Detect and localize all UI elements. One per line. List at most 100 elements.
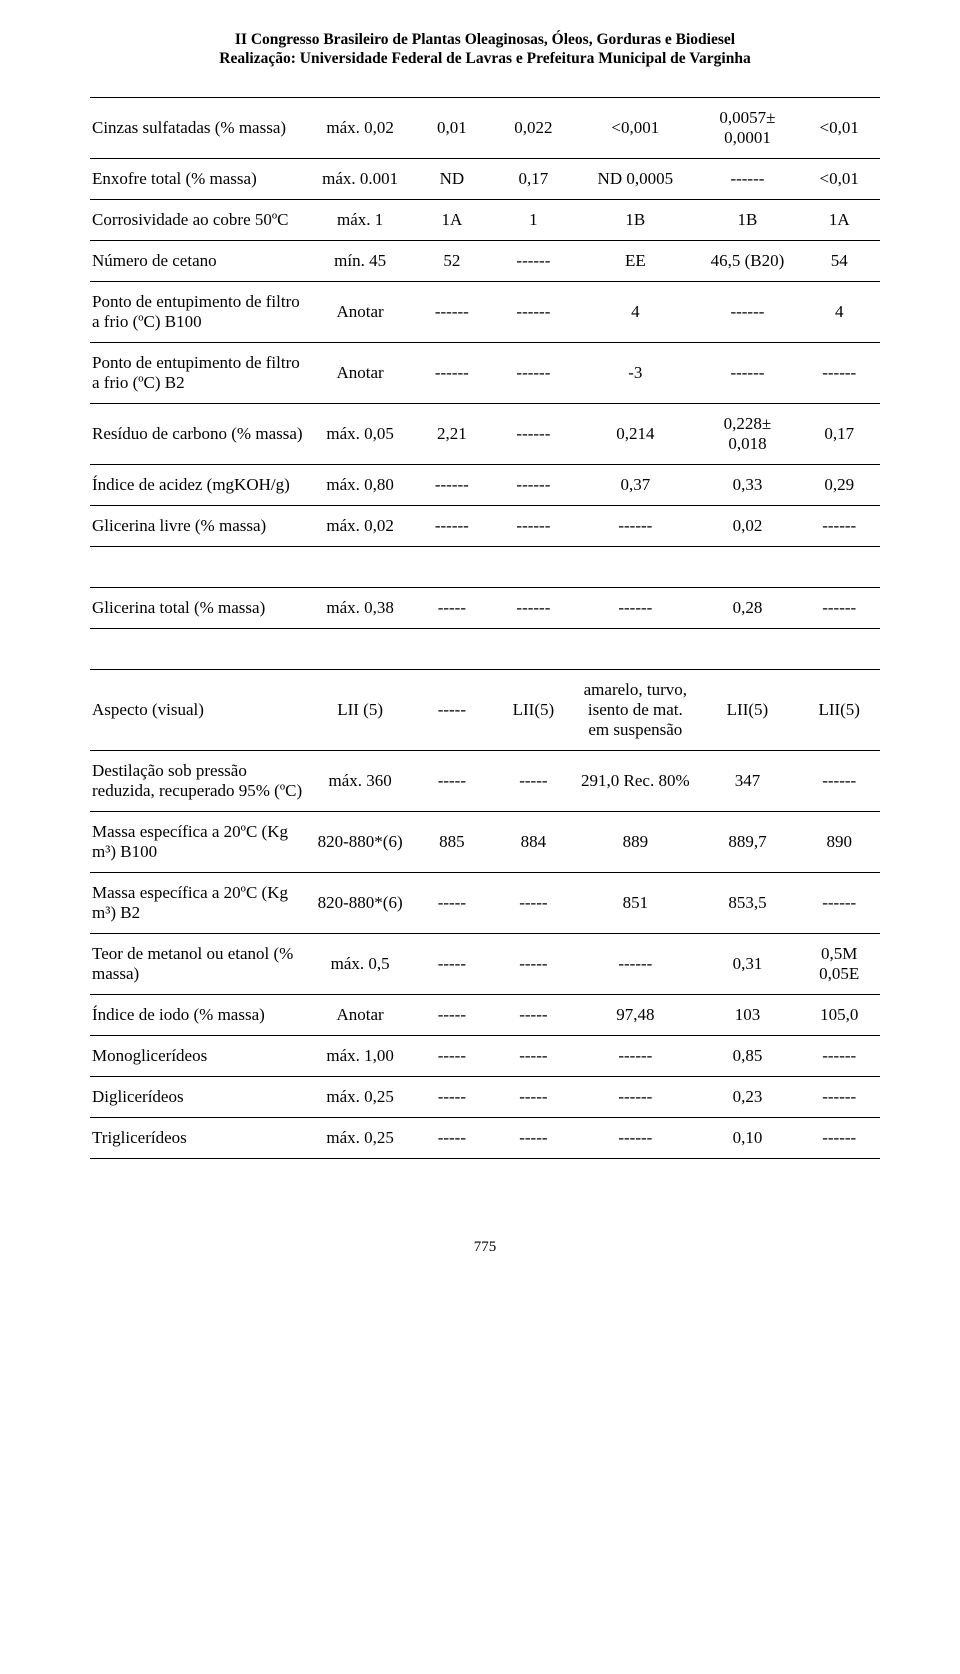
cell: 885 [411, 811, 493, 872]
cell: 0,17 [493, 158, 575, 199]
cell: 97,48 [574, 994, 696, 1035]
row-label: Massa específica a 20ºC (Kg m³) B2 [90, 872, 309, 933]
cell: ------ [411, 281, 493, 342]
cell: 1B [696, 199, 798, 240]
cell: 46,5 (B20) [696, 240, 798, 281]
cell: ------ [574, 505, 696, 546]
cell: <0,01 [798, 97, 880, 158]
cell: 4 [798, 281, 880, 342]
cell: ------ [696, 342, 798, 403]
spec-table: Cinzas sulfatadas (% massa) máx. 0,02 0,01… [90, 97, 880, 1159]
cell: 0,33 [696, 464, 798, 505]
cell: ----- [493, 872, 575, 933]
table-row: Triglicerídeosmáx. 0,25----------------0… [90, 1117, 880, 1158]
cell: ----- [411, 1117, 493, 1158]
cell: ND [411, 158, 493, 199]
spacer-row [90, 628, 880, 669]
cell: ------ [798, 1076, 880, 1117]
cell: 52 [411, 240, 493, 281]
cell: 853,5 [696, 872, 798, 933]
cell: 820-880*(6) [309, 872, 411, 933]
cell: 890 [798, 811, 880, 872]
cell: ----- [411, 750, 493, 811]
row-label: Glicerina total (% massa) [90, 587, 309, 628]
table-row: Número de cetanomín. 4552------EE46,5 (B… [90, 240, 880, 281]
cell: ------ [696, 158, 798, 199]
cell: 0,022 [493, 97, 575, 158]
row-label: Ponto de entupimento de filtro a frio (º… [90, 281, 309, 342]
cell: 1 [493, 199, 575, 240]
cell: Anotar [309, 281, 411, 342]
cell: 0,31 [696, 933, 798, 994]
cell: <0,001 [574, 97, 696, 158]
cell: ------ [574, 1035, 696, 1076]
page-header: II Congresso Brasileiro de Plantas Oleag… [90, 30, 880, 69]
cell: 0,37 [574, 464, 696, 505]
cell: 0,228± 0,018 [696, 403, 798, 464]
cell: ------ [798, 342, 880, 403]
cell: ------ [798, 872, 880, 933]
row-label: Destilação sob pressão reduzida, recuper… [90, 750, 309, 811]
cell: ------ [798, 587, 880, 628]
row-label: Diglicerídeos [90, 1076, 309, 1117]
row-label: Triglicerídeos [90, 1117, 309, 1158]
cell: 105,0 [798, 994, 880, 1035]
cell: ----- [411, 933, 493, 994]
cell: 0,17 [798, 403, 880, 464]
cell: 820-880*(6) [309, 811, 411, 872]
cell: máx. 1 [309, 199, 411, 240]
cell: LII(5) [696, 669, 798, 750]
cell: máx. 0,05 [309, 403, 411, 464]
cell: ----- [493, 1076, 575, 1117]
cell: máx. 0,02 [309, 505, 411, 546]
table-row: Destilação sob pressão reduzida, recuper… [90, 750, 880, 811]
cell: 291,0 Rec. 80% [574, 750, 696, 811]
cell: ----- [493, 933, 575, 994]
cell: máx. 0.001 [309, 158, 411, 199]
cell: 1A [411, 199, 493, 240]
table-row: Corrosividade ao cobre 50ºCmáx. 11A11B1B… [90, 199, 880, 240]
cell: 0,10 [696, 1117, 798, 1158]
cell: 851 [574, 872, 696, 933]
cell: máx. 0,5 [309, 933, 411, 994]
row-label: Aspecto (visual) [90, 669, 309, 750]
header-line-2: Realização: Universidade Federal de Lavr… [90, 49, 880, 68]
cell: máx. 0,38 [309, 587, 411, 628]
row-label: Monoglicerídeos [90, 1035, 309, 1076]
cell: Anotar [309, 342, 411, 403]
cell: ------ [493, 240, 575, 281]
row-label: Cinzas sulfatadas (% massa) [90, 97, 309, 158]
page: II Congresso Brasileiro de Plantas Oleag… [0, 0, 960, 1286]
cell: mín. 45 [309, 240, 411, 281]
table-row: Enxofre total (% massa)máx. 0.001ND0,17N… [90, 158, 880, 199]
cell: EE [574, 240, 696, 281]
cell: <0,01 [798, 158, 880, 199]
cell: 884 [493, 811, 575, 872]
row-label: Glicerina livre (% massa) [90, 505, 309, 546]
cell: ----- [493, 1117, 575, 1158]
table-row: Teor de metanol ou etanol (% massa)máx. … [90, 933, 880, 994]
cell: ----- [411, 1076, 493, 1117]
table-row: Diglicerídeosmáx. 0,25----------------0,… [90, 1076, 880, 1117]
table-row: Ponto de entupimento de filtro a frio (º… [90, 281, 880, 342]
row-label: Número de cetano [90, 240, 309, 281]
cell: ------ [493, 403, 575, 464]
cell: 103 [696, 994, 798, 1035]
cell: ------ [574, 933, 696, 994]
table-row: Monoglicerídeosmáx. 1,00----------------… [90, 1035, 880, 1076]
row-label: Corrosividade ao cobre 50ºC [90, 199, 309, 240]
cell: ND 0,0005 [574, 158, 696, 199]
table-body: Cinzas sulfatadas (% massa) máx. 0,02 0,01… [90, 97, 880, 1158]
cell: LII(5) [798, 669, 880, 750]
table-row: Glicerina total (% massa)máx. 0,38 ------… [90, 587, 880, 628]
cell: -3 [574, 342, 696, 403]
cell: Anotar [309, 994, 411, 1035]
header-line-1: II Congresso Brasileiro de Plantas Oleag… [90, 30, 880, 49]
row-label: Índice de iodo (% massa) [90, 994, 309, 1035]
cell: LII (5) [309, 669, 411, 750]
cell: 54 [798, 240, 880, 281]
cell: 347 [696, 750, 798, 811]
cell: 0,23 [696, 1076, 798, 1117]
cell: 0,01 [411, 97, 493, 158]
table-row: Aspecto (visual)LII (5)-----LII(5)amarel… [90, 669, 880, 750]
